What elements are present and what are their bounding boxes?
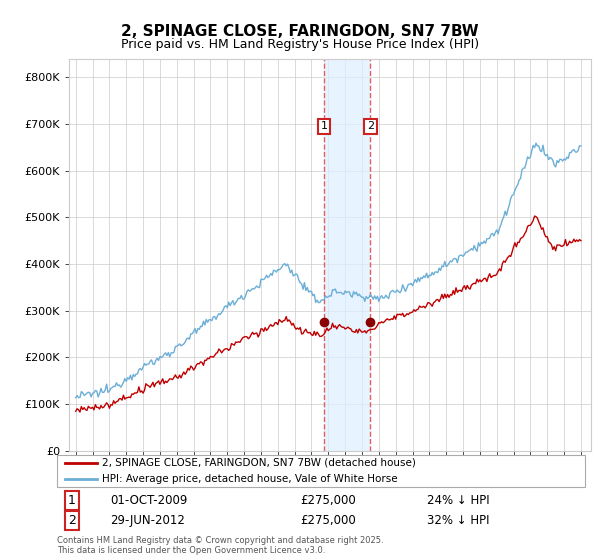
Text: 2: 2	[367, 122, 374, 132]
Text: 1: 1	[320, 122, 328, 132]
Text: 2, SPINAGE CLOSE, FARINGDON, SN7 7BW: 2, SPINAGE CLOSE, FARINGDON, SN7 7BW	[121, 24, 479, 39]
Text: 1: 1	[68, 494, 76, 507]
Bar	[324, 59, 370, 451]
Text: 2: 2	[68, 514, 76, 527]
Text: 32% ↓ HPI: 32% ↓ HPI	[427, 514, 489, 527]
Text: Contains HM Land Registry data © Crown copyright and database right 2025.
This d: Contains HM Land Registry data © Crown c…	[57, 535, 383, 555]
Text: Price paid vs. HM Land Registry's House Price Index (HPI): Price paid vs. HM Land Registry's House …	[121, 38, 479, 51]
Text: 01-OCT-2009: 01-OCT-2009	[110, 494, 187, 507]
Text: HPI: Average price, detached house, Vale of White Horse: HPI: Average price, detached house, Vale…	[102, 474, 398, 484]
Text: 29-JUN-2012: 29-JUN-2012	[110, 514, 185, 527]
Text: 24% ↓ HPI: 24% ↓ HPI	[427, 494, 489, 507]
Text: £275,000: £275,000	[300, 514, 356, 527]
Text: £275,000: £275,000	[300, 494, 356, 507]
Text: 2, SPINAGE CLOSE, FARINGDON, SN7 7BW (detached house): 2, SPINAGE CLOSE, FARINGDON, SN7 7BW (de…	[102, 458, 416, 468]
